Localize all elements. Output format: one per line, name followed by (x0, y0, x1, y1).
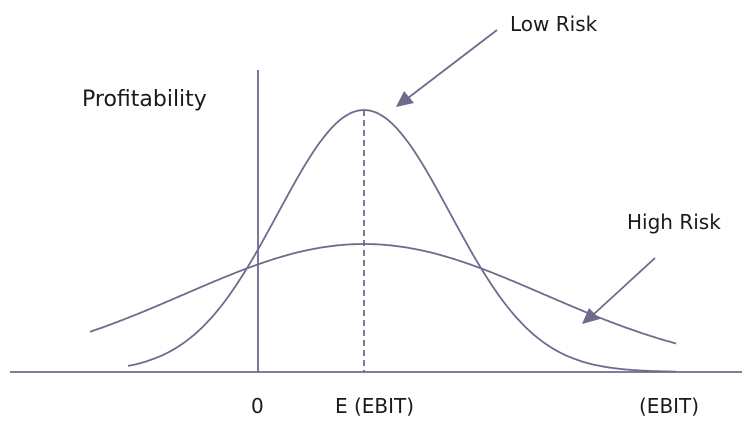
x-axis-label: (EBIT) (639, 394, 699, 418)
mean-label: E (EBIT) (335, 394, 414, 418)
low-risk-label: Low Risk (510, 12, 598, 36)
low-risk-arrowhead-icon (396, 91, 414, 107)
high-risk-arrow-line (593, 257, 656, 315)
y-axis-label: Profitability (82, 87, 207, 112)
low-risk-arrow-line (407, 29, 498, 99)
high-risk-label: High Risk (627, 210, 721, 234)
high-risk-curve (89, 243, 677, 345)
zero-label: 0 (251, 394, 264, 418)
low-risk-curve (127, 109, 676, 373)
high-risk-arrowhead-icon (582, 308, 600, 324)
